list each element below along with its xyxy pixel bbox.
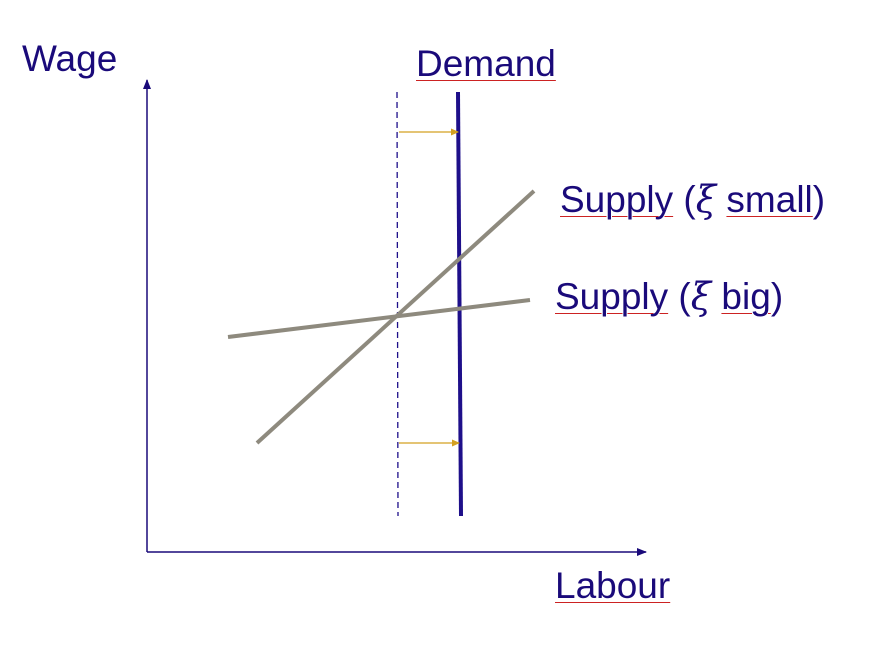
supply-big-qualifier: big [721,276,771,317]
supply-small-label: Supply (ξ small) [560,181,825,218]
supply-big-xi-line [227,298,531,339]
supply-big-open-paren: ( [678,276,691,317]
supply-small-word: Supply [560,179,674,220]
supply-small-xi-symbol: ξ [695,178,717,221]
demand-line [456,91,463,517]
original-demand-dashed-line [396,91,399,517]
supply-big-word: Supply [555,276,669,317]
supply-small-qualifier: small [726,179,813,220]
supply-small-open-paren: ( [683,179,696,220]
x-axis-label: Labour [555,565,671,606]
supply-small-close-paren: ) [812,179,826,220]
demand-label: Demand [416,43,556,84]
supply-big-label: Supply (ξ big) [555,278,783,315]
supply-big-close-paren: ) [770,276,784,317]
y-axis-label: Wage [22,38,118,79]
supply-big-xi-symbol: ξ [690,275,712,318]
